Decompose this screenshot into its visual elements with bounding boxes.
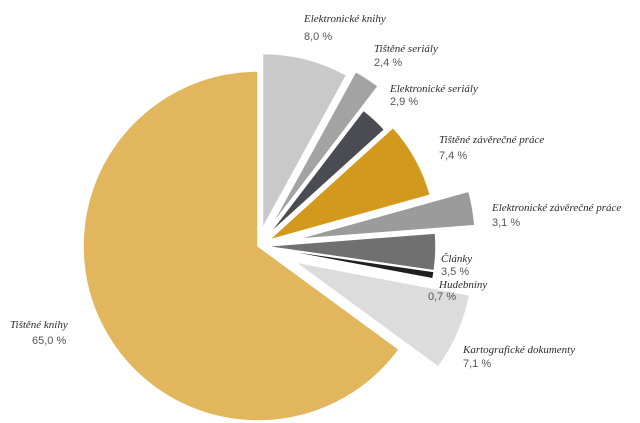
slice-value-label: 3,5 %	[441, 266, 469, 278]
slice-clanky	[263, 232, 437, 272]
slice-value-label: 8,0 %	[304, 31, 332, 43]
slice-category-label: Články	[441, 253, 472, 265]
slice-category-label: Tištěné seriály	[374, 43, 438, 55]
slice-elektronicke-zaverecne-prace	[294, 190, 476, 241]
slice-tistene-zaverecne-prace	[267, 126, 432, 241]
slice-value-label: 7,1 %	[463, 358, 491, 370]
slice-value-label: 2,4 %	[374, 57, 402, 69]
slice-category-label: Kartografické dokumenty	[462, 344, 575, 356]
slice-hudebniny	[263, 246, 435, 280]
slice-value-label: 7,4 %	[439, 150, 467, 162]
slice-elektronicke-knihy	[261, 52, 348, 230]
pie-labels: Elektronické knihy 8,0 % Tištěné seriály 2,…	[10, 13, 621, 370]
slice-value-label: 0,7 %	[428, 291, 456, 303]
slice-category-label: Elektronické knihy	[303, 13, 386, 25]
slice-category-label: Hudebniny	[438, 279, 487, 291]
slice-category-label: Tištěné závěrečné práce	[439, 134, 544, 146]
slice-tistene-serialy	[269, 70, 379, 229]
slice-tistene-knihy	[82, 70, 400, 422]
slice-value-label: 3,1 %	[492, 217, 520, 229]
slice-elektronicke-serialy	[266, 109, 386, 237]
pie-slices	[82, 52, 476, 422]
slice-value-label: 2,9 %	[390, 96, 418, 108]
slice-category-label: Elektronické závěrečné práce	[491, 202, 621, 214]
slice-category-label: Tištěné knihy	[10, 319, 68, 331]
slice-value-label: 65,0 %	[32, 335, 66, 347]
slice-kartograficke-dokumenty	[293, 261, 471, 368]
slice-category-label: Elektronické seriály	[389, 83, 478, 95]
